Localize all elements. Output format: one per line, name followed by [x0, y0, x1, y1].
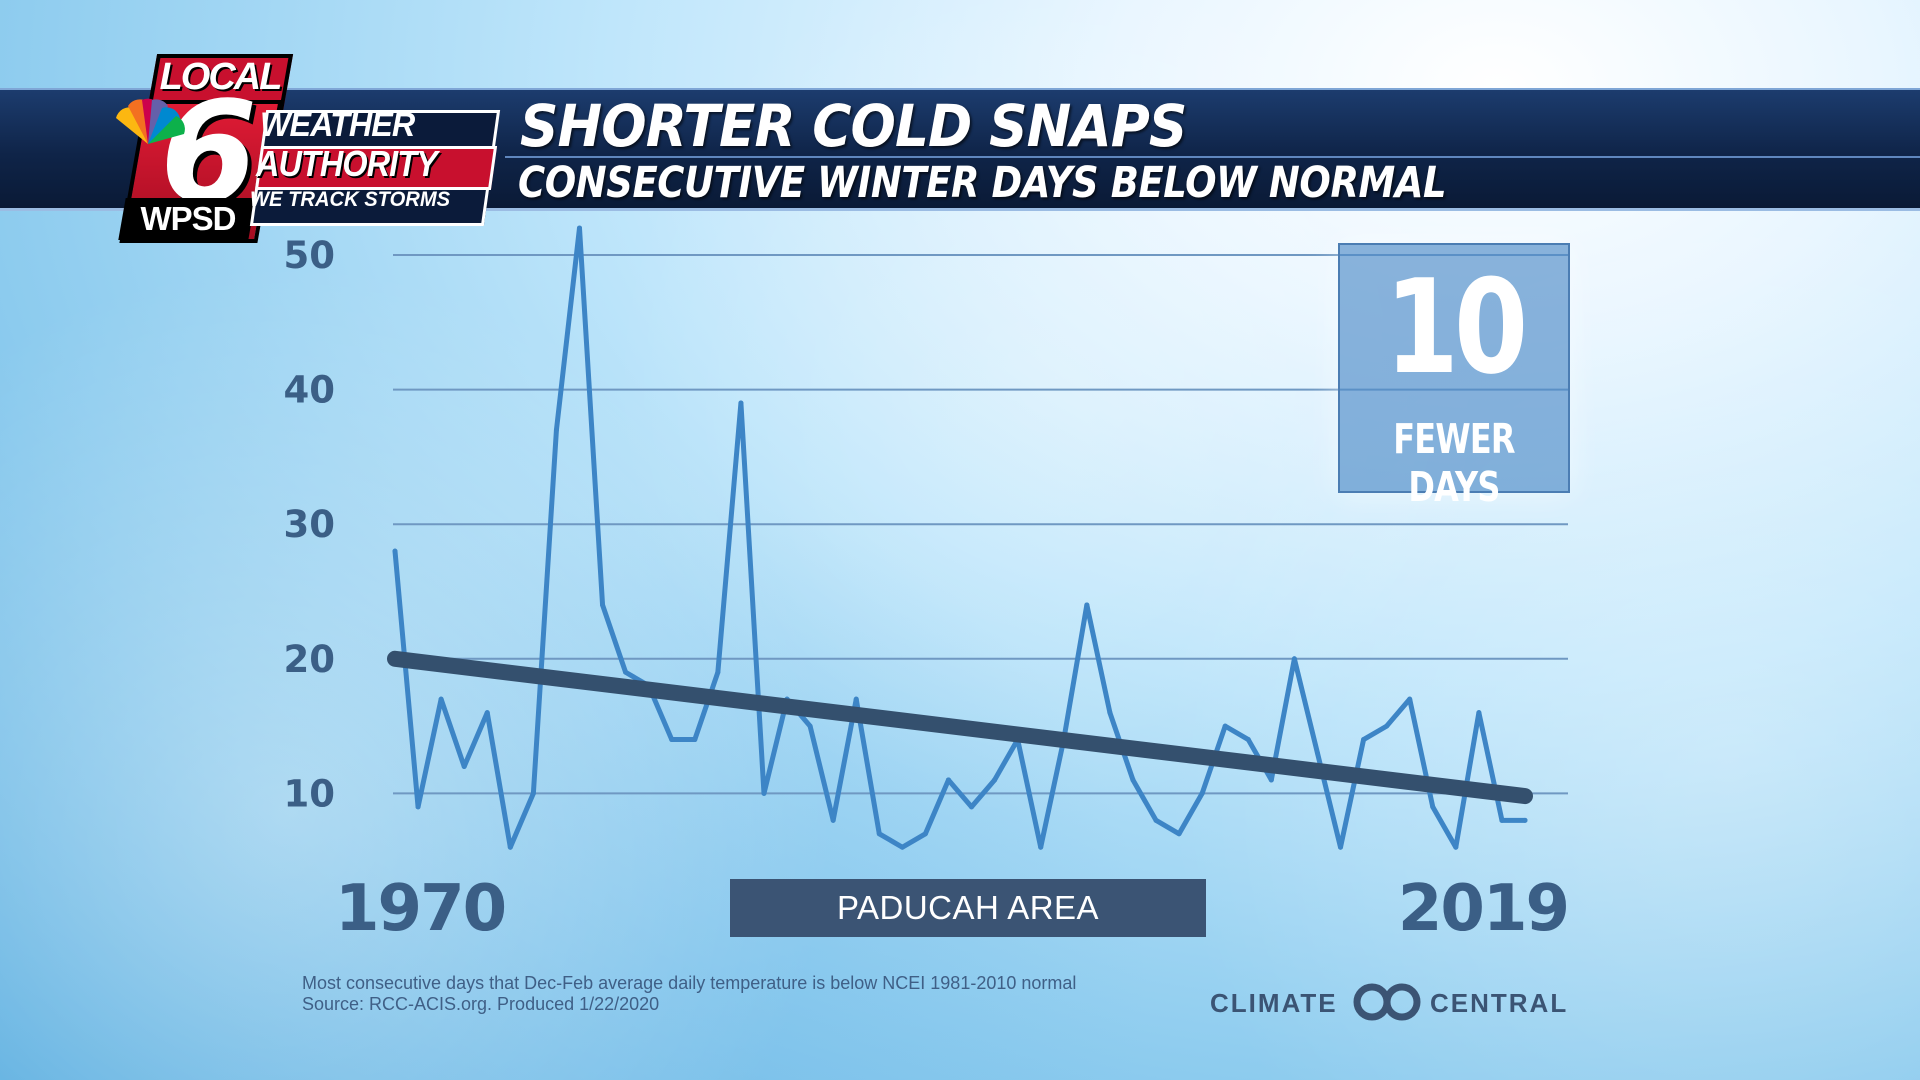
banner-divider	[505, 156, 1920, 158]
data-point-2003	[1153, 817, 1159, 823]
data-point-1974	[484, 710, 490, 716]
data-point-1971	[415, 804, 421, 810]
data-point-1991	[876, 831, 882, 837]
data-point-2007	[1245, 737, 1251, 743]
x-axis-end-label: 2019	[1398, 872, 1568, 946]
data-point-1986	[761, 790, 767, 796]
data-point-1978	[576, 225, 582, 231]
logo-weather-text: WEATHER	[260, 106, 415, 144]
data-point-2015	[1430, 804, 1436, 810]
series-points	[392, 225, 1528, 850]
y-tick-label-40: 40	[284, 369, 336, 412]
data-point-2002	[1130, 777, 1136, 783]
data-point-1992	[899, 844, 905, 850]
data-point-2006	[1222, 723, 1228, 729]
data-point-2008	[1268, 777, 1274, 783]
data-point-2013	[1384, 723, 1390, 729]
brand-left-text: CLIMATE	[1210, 988, 1338, 1018]
callout-value: 10	[1384, 251, 1528, 403]
data-point-2012	[1361, 737, 1367, 743]
data-point-1982	[669, 737, 675, 743]
data-point-1985	[738, 400, 744, 406]
y-tick-label-30: 30	[284, 503, 336, 546]
data-point-1994	[945, 777, 951, 783]
footnote-source: Source: RCC-ACIS.org. Produced 1/22/2020	[302, 994, 660, 1014]
y-tick-label-20: 20	[284, 638, 336, 681]
page-title: SHORTER COLD SNAPS	[520, 92, 1187, 160]
data-point-1973	[461, 763, 467, 769]
data-point-1984	[715, 669, 721, 675]
data-point-2001	[1107, 710, 1113, 716]
data-point-1989	[830, 817, 836, 823]
page-subtitle: CONSECUTIVE WINTER DAYS BELOW NORMAL	[518, 158, 1447, 208]
data-point-2017	[1476, 710, 1482, 716]
y-axis-tick-labels: 10 20 30 40 50	[284, 234, 336, 815]
data-point-2009	[1291, 656, 1297, 662]
y-tick-label-10: 10	[284, 772, 336, 815]
data-point-2011	[1338, 844, 1344, 850]
footnote-definition: Most consecutive days that Dec-Feb avera…	[302, 973, 1077, 993]
series-line	[392, 225, 1528, 850]
data-point-2004	[1176, 831, 1182, 837]
logo-local-text: LOCAL	[159, 56, 283, 98]
data-point-1993	[922, 831, 928, 837]
y-tick-label-50: 50	[284, 234, 336, 277]
fewer-days-callout: 10 FEWER DAYS	[1338, 243, 1570, 511]
trend-line	[387, 650, 1533, 805]
climate-central-logo-icon	[1353, 983, 1421, 1021]
logo-tagline: WE TRACK STORMS	[250, 188, 451, 211]
logo-authority-text: AUTHORITY	[256, 143, 438, 184]
data-point-2016	[1453, 844, 1459, 850]
data-point-2000	[1084, 602, 1090, 608]
data-point-1983	[692, 737, 698, 743]
data-point-1995	[969, 804, 975, 810]
data-point-1976	[530, 790, 536, 796]
data-point-2010	[1314, 750, 1320, 756]
data-point-1980	[623, 669, 629, 675]
data-point-1972	[438, 696, 444, 702]
logo-callsign: WPSD	[140, 200, 237, 237]
station-logo: LOCAL 6 WPSD WEATHER AUTHORITY WE TRACK …	[110, 50, 501, 243]
peacock-icon	[116, 98, 185, 144]
area-label-box: PADUCAH AREA	[730, 879, 1206, 937]
data-point-1979	[600, 602, 606, 608]
area-label: PADUCAH AREA	[836, 889, 1100, 926]
data-point-1970	[392, 548, 398, 554]
brand-right-text: CENTRAL	[1430, 988, 1569, 1018]
data-point-1998	[1038, 844, 1044, 850]
data-point-1988	[807, 723, 813, 729]
x-axis-start-label: 1970	[335, 872, 505, 946]
data-point-2014	[1407, 696, 1413, 702]
data-point-1977	[553, 427, 559, 433]
data-point-2005	[1199, 790, 1205, 796]
data-point-2018	[1499, 817, 1505, 823]
data-point-2019	[1522, 817, 1528, 823]
data-point-1996	[992, 777, 998, 783]
callout-label: FEWER DAYS	[1393, 415, 1515, 511]
data-point-1990	[853, 696, 859, 702]
climate-central-brand: CLIMATE CENTRAL	[1210, 982, 1568, 1022]
data-point-1975	[507, 844, 513, 850]
